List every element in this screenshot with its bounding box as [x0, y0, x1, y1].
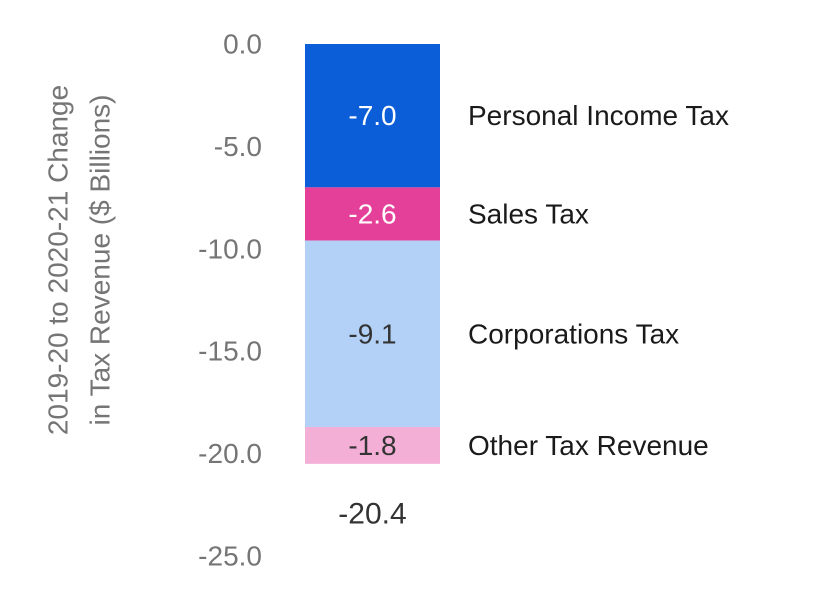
- category-label-sales-tax: Sales Tax: [468, 198, 589, 229]
- category-label-other-tax-revenue: Other Tax Revenue: [468, 430, 709, 461]
- y-tick-label: 0.0: [223, 29, 262, 60]
- y-axis-title-line-2: in Tax Revenue ($ Billions): [85, 95, 116, 426]
- bar-segment-other-tax-revenue: [305, 426, 440, 464]
- y-tick-label: -25.0: [198, 541, 262, 572]
- y-axis-title-line-1: 2019-20 to 2020-21 Change: [43, 85, 74, 435]
- y-tick-label: -10.0: [198, 233, 262, 264]
- y-tick-label: -15.0: [198, 336, 262, 367]
- y-axis-ticks: 0.0 -5.0 -10.0 -15.0 -20.0 -25.0: [198, 29, 262, 572]
- segment-value-labels: -7.0 -2.6 -9.1 -1.8: [348, 100, 396, 461]
- value-label-other-tax-revenue: -1.8: [348, 430, 396, 461]
- category-label-personal-income-tax: Personal Income Tax: [468, 100, 729, 131]
- bar-segment-personal-income-tax: [305, 44, 440, 188]
- value-label-corporations-tax: -9.1: [348, 318, 396, 349]
- bar-segment-sales-tax: [305, 187, 440, 241]
- category-label-corporations-tax: Corporations Tax: [468, 318, 679, 349]
- bar-segments: [305, 44, 440, 464]
- value-label-personal-income-tax: -7.0: [348, 100, 396, 131]
- total-label-group: -20.4: [338, 497, 406, 530]
- y-tick-label: -5.0: [214, 131, 262, 162]
- y-axis-label: 2019-20 to 2020-21 Change in Tax Revenue …: [43, 85, 116, 435]
- total-value-label: -20.4: [338, 497, 406, 530]
- bar-segment-corporations-tax: [305, 240, 440, 427]
- value-label-sales-tax: -2.6: [348, 198, 396, 229]
- y-tick-label: -20.0: [198, 438, 262, 469]
- category-labels: Personal Income Tax Sales Tax Corporations…: [468, 100, 729, 461]
